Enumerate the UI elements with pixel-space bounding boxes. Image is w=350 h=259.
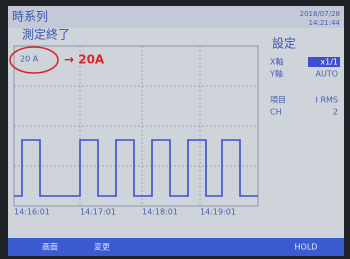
title-band [8,6,344,28]
footer-button[interactable]: 画面 [42,243,58,252]
setting-label: CH [270,108,282,117]
range-label: 20 A [20,55,39,64]
status: 測定終了 [22,27,70,42]
time-label: 14:17:01 [80,208,116,217]
setting-value[interactable]: AUTO [315,70,338,79]
time-label: 14:16:01 [14,208,50,217]
footer-button[interactable]: HOLD [295,243,318,252]
setting-label: Y軸 [269,69,283,79]
setting-value[interactable]: x1/1 [320,58,338,67]
setting-label: X軸 [270,57,283,67]
time: 14:21:44 [309,19,341,27]
setting-value: 2 [333,108,338,117]
annotation: → 20A [64,53,105,67]
settings-title: 設定 [272,36,296,51]
time-label: 14:19:01 [200,208,236,217]
setting-label: 項目 [270,96,286,105]
time-label: 14:18:01 [142,208,178,217]
screen-title: 時系列 [12,10,48,24]
device-screen: 時系列 測定終了 2018/07/28 14:21:44 20 A → 20A … [0,0,350,259]
date: 2018/07/28 [300,10,340,18]
setting-value: I RMS [316,96,338,105]
footer-button[interactable]: 変更 [94,242,110,252]
